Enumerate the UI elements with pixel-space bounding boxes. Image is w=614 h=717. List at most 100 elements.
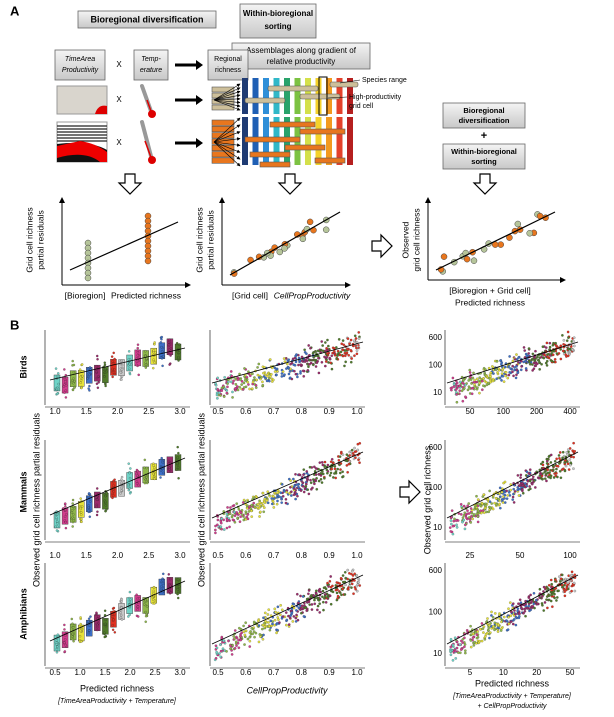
y-tick-label: 10 <box>433 523 442 532</box>
point <box>449 526 451 528</box>
point <box>356 345 358 347</box>
point <box>324 466 326 468</box>
x-tick-label: 0.5 <box>212 668 224 677</box>
point <box>355 574 357 576</box>
point <box>274 619 276 621</box>
point <box>479 504 481 506</box>
point <box>344 584 346 586</box>
point <box>495 368 497 370</box>
point <box>71 618 73 620</box>
point <box>336 581 338 583</box>
point <box>562 350 564 352</box>
point <box>494 612 496 614</box>
point <box>521 482 523 484</box>
point <box>325 601 327 603</box>
point <box>226 519 228 521</box>
point <box>294 498 296 500</box>
point <box>464 643 466 645</box>
point <box>161 350 163 352</box>
point <box>248 510 250 512</box>
point <box>64 638 66 640</box>
point <box>456 382 458 384</box>
point <box>505 490 507 492</box>
point <box>279 604 281 606</box>
label: Species range <box>362 77 407 84</box>
label: grid cell richness <box>411 208 421 271</box>
point <box>247 638 249 640</box>
point <box>89 616 91 618</box>
point <box>239 516 241 518</box>
point <box>501 498 503 500</box>
point <box>322 464 324 466</box>
point <box>136 475 138 477</box>
point <box>464 649 466 651</box>
point <box>353 355 355 357</box>
point <box>507 628 509 630</box>
point <box>515 374 517 376</box>
point <box>112 624 114 626</box>
point <box>129 492 131 494</box>
point <box>63 624 65 626</box>
point <box>56 522 58 524</box>
point <box>490 611 492 613</box>
point <box>571 574 573 576</box>
point <box>232 635 234 637</box>
point <box>275 374 277 376</box>
point <box>112 629 114 631</box>
point <box>249 636 251 638</box>
point <box>88 385 90 387</box>
point <box>289 479 291 481</box>
point <box>321 344 323 346</box>
point <box>264 377 266 379</box>
point <box>470 646 472 648</box>
point <box>96 624 98 626</box>
x-tick-label: 1.0 <box>49 551 61 560</box>
point <box>120 371 122 373</box>
point <box>104 623 106 625</box>
point <box>555 458 557 460</box>
point <box>470 515 472 517</box>
point <box>534 486 536 488</box>
point <box>311 487 313 489</box>
point <box>311 603 313 605</box>
point <box>303 468 305 470</box>
point <box>310 482 312 484</box>
point <box>512 496 514 498</box>
point <box>137 347 139 349</box>
point <box>286 619 288 621</box>
point <box>88 632 90 634</box>
label: CellPropProductivity <box>246 685 328 695</box>
point <box>71 509 73 511</box>
point <box>554 579 556 581</box>
x-tick-label: 1.5 <box>81 407 93 416</box>
point <box>288 623 290 625</box>
point <box>268 609 270 611</box>
point <box>220 518 222 520</box>
x-tick-label: 2.5 <box>143 407 155 416</box>
point <box>276 503 278 505</box>
point <box>544 601 546 603</box>
point <box>88 618 90 620</box>
point <box>251 633 253 635</box>
point <box>95 496 97 498</box>
point <box>129 598 131 600</box>
point <box>259 635 261 637</box>
point <box>306 609 308 611</box>
point <box>300 489 302 491</box>
point <box>89 516 91 518</box>
point <box>311 608 313 610</box>
point <box>520 474 522 476</box>
point <box>226 506 228 508</box>
point <box>503 616 505 618</box>
point <box>247 383 249 385</box>
point <box>561 574 563 576</box>
point <box>538 368 540 370</box>
point <box>80 511 82 513</box>
point <box>516 489 518 491</box>
point <box>114 631 116 633</box>
point <box>266 499 268 501</box>
point <box>104 510 106 512</box>
point <box>251 373 253 375</box>
point <box>162 573 164 575</box>
point <box>136 609 138 611</box>
